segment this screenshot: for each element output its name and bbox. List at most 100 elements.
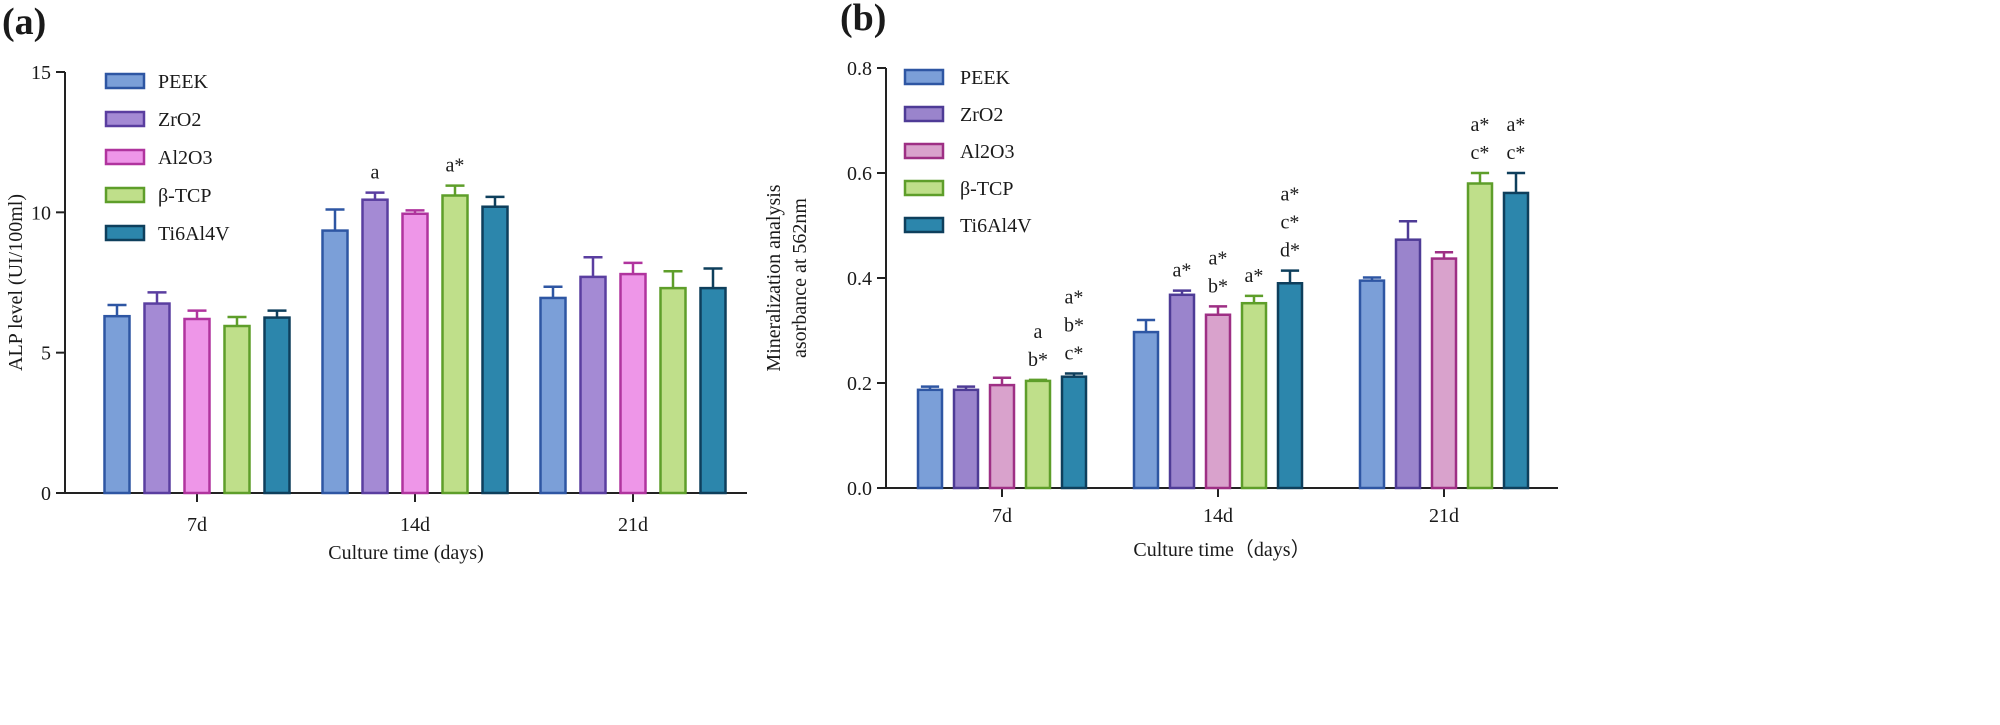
bar-tcp-7d: [223, 324, 251, 495]
x-tick-label: 14d: [1203, 505, 1233, 527]
significance-label: a: [371, 162, 380, 184]
bar-tcp-7d: [1024, 379, 1052, 490]
legend-swatch: [104, 148, 146, 166]
legend-swatch: [903, 68, 945, 86]
bar-peek-21d: [1358, 279, 1386, 490]
bar-al2o3-21d: [619, 272, 647, 495]
bar-zro2-21d: [579, 275, 607, 495]
legend-item: PEEK: [104, 71, 209, 93]
bar-ti6al4v-7d: [1060, 375, 1088, 490]
y-tick-label: 10: [31, 202, 51, 224]
bar-al2o3-7d: [183, 317, 211, 495]
significance-label: d*: [1280, 240, 1300, 262]
legend-item: ZrO2: [903, 104, 1003, 126]
legend-label: Al2O3: [960, 141, 1014, 163]
legend-swatch: [903, 216, 945, 234]
y-tick-label: 15: [31, 62, 51, 84]
significance-label: a*: [1173, 260, 1192, 282]
bar-tcp-21d: [1466, 182, 1494, 490]
legend-item: Al2O3: [903, 141, 1014, 163]
bar-peek-7d: [916, 388, 944, 490]
legend-swatch: [104, 224, 146, 242]
bar-zro2-7d: [143, 302, 171, 495]
significance-label: a*: [1281, 184, 1300, 206]
bar-ti6al4v-7d: [263, 316, 291, 495]
bar-ti6al4v-21d: [1502, 191, 1530, 490]
bar-al2o3-14d: [1204, 313, 1232, 490]
significance-label: c*: [1507, 142, 1526, 164]
legend: PEEK ZrO2 Al2O3 β-TCP Ti6Al4V: [903, 67, 1032, 237]
significance-label: c*: [1281, 212, 1300, 234]
significance-label: c*: [1471, 142, 1490, 164]
y-axis-title: ALP level (UI/100ml): [5, 194, 27, 371]
bar-al2o3-21d: [1430, 257, 1458, 490]
significance-label: a*: [446, 155, 465, 177]
bar-zro2-14d: [361, 198, 389, 495]
legend-label: PEEK: [960, 67, 1011, 89]
bar-tcp-14d: [1240, 301, 1268, 490]
bar-al2o3-7d: [988, 383, 1016, 490]
bar-ti6al4v-21d: [699, 286, 727, 495]
y-tick-label: 0.8: [847, 58, 872, 80]
bar-peek-21d: [539, 296, 567, 495]
legend-item: Ti6Al4V: [903, 215, 1032, 237]
significance-label: a*: [1507, 114, 1526, 136]
legend-swatch: [104, 110, 146, 128]
y-tick-label: 0: [41, 483, 51, 505]
bar-peek-14d: [321, 229, 349, 495]
legend-swatch: [104, 72, 146, 90]
y-tick-label: 0.0: [847, 478, 872, 500]
x-tick-label: 7d: [187, 514, 207, 536]
legend-label: Al2O3: [158, 147, 212, 169]
legend-label: ZrO2: [158, 109, 201, 131]
legend-item: β-TCP: [903, 178, 1014, 200]
significance-label: b*: [1028, 349, 1048, 371]
significance-label: a*: [1245, 265, 1264, 287]
bar-zro2-7d: [952, 388, 980, 490]
x-tick-label: 7d: [992, 505, 1012, 527]
y-tick-label: 5: [41, 343, 51, 365]
legend-label: Ti6Al4V: [960, 215, 1032, 237]
legend-item: β-TCP: [104, 185, 212, 207]
significance-label: b*: [1064, 315, 1084, 337]
y-axis-title-line: asorbance at 562nm: [789, 198, 811, 358]
x-tick-label: 14d: [400, 514, 430, 536]
bar-zro2-21d: [1394, 238, 1422, 490]
legend-label: β-TCP: [960, 178, 1014, 200]
significance-label: c*: [1065, 343, 1084, 365]
legend-swatch: [903, 105, 945, 123]
bar-ti6al4v-14d: [1276, 282, 1304, 490]
legend-label: ZrO2: [960, 104, 1003, 126]
x-axis-title: Culture time（days）: [1133, 538, 1310, 561]
bar-peek-7d: [103, 314, 131, 495]
significance-label: b*: [1208, 275, 1228, 297]
legend-item: PEEK: [903, 67, 1011, 89]
legend-label: PEEK: [158, 71, 209, 93]
legend: PEEK ZrO2 Al2O3 β-TCP Ti6Al4V: [104, 71, 230, 245]
significance-label: a: [1034, 321, 1043, 343]
legend-item: Al2O3: [104, 147, 212, 169]
y-tick-label: 0.6: [847, 163, 872, 185]
legend-swatch: [903, 142, 945, 160]
significance-label: a*: [1471, 114, 1490, 136]
significance-label: a*: [1065, 287, 1084, 309]
panel-label: (a): [2, 1, 46, 43]
significance-label: a*: [1209, 247, 1228, 269]
legend-label: β-TCP: [158, 185, 212, 207]
y-tick-label: 0.2: [847, 373, 872, 395]
legend-swatch: [104, 186, 146, 204]
bar-ti6al4v-14d: [481, 205, 509, 495]
x-tick-label: 21d: [1429, 505, 1459, 527]
x-axis-title: Culture time (days): [328, 542, 484, 564]
chart-panel-a: (a) 0 5 10 15 7d 14d 21d Culture time (days) ALP …: [2, 1, 747, 564]
panel-label: (b): [840, 0, 886, 39]
bar-zro2-14d: [1168, 293, 1196, 490]
chart-panel-b: (b) 0.0 0.2 0.4 0.6 0.8 7d 14d 21d Culture time（d…: [763, 0, 1558, 561]
legend-item: Ti6Al4V: [104, 223, 230, 245]
bar-tcp-14d: [441, 194, 469, 495]
bar-peek-14d: [1132, 330, 1160, 490]
legend-swatch: [903, 179, 945, 197]
bar-al2o3-14d: [401, 212, 429, 495]
legend-item: ZrO2: [104, 109, 201, 131]
